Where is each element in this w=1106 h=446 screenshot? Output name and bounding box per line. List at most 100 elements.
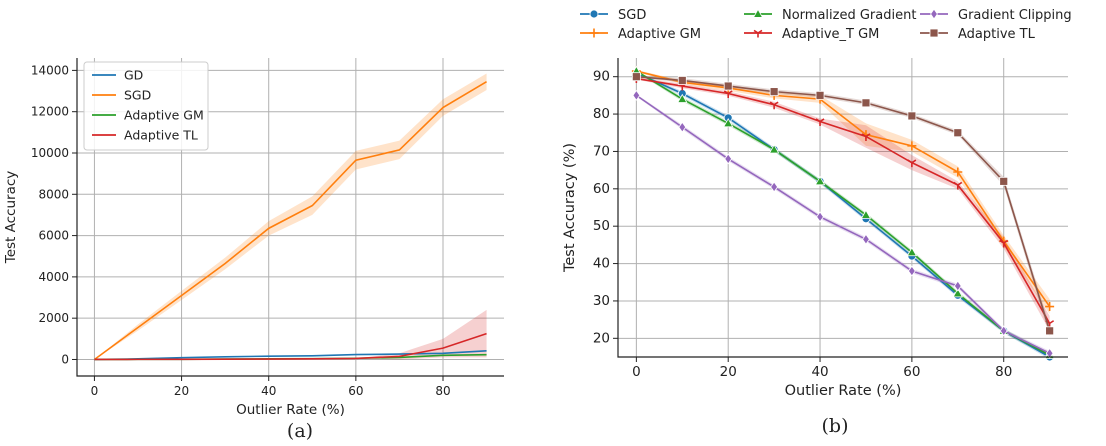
legend-box — [83, 61, 209, 151]
legend-label: SGD — [618, 8, 646, 23]
data-point — [953, 181, 963, 190]
data-point — [861, 133, 871, 141]
axis-spine — [617, 58, 1068, 358]
x-axis-label: Outlier Rate (%) — [785, 383, 902, 399]
data-point — [769, 101, 779, 110]
confidence-band — [636, 69, 1050, 315]
chart-panel-b: 0 20 40 60 80 20 30 40 50 60 70 80 90 Outlier Rate (%… — [562, 8, 1072, 437]
data-point — [952, 288, 963, 298]
data-point — [815, 118, 825, 127]
data-point — [770, 181, 779, 193]
data-point — [816, 211, 824, 223]
data-point — [632, 89, 641, 101]
legend-marker — [752, 8, 764, 18]
axis-spine — [76, 58, 504, 377]
data-point — [723, 81, 733, 91]
data-point — [723, 117, 734, 128]
y-axis-label: Test Accuracy — [3, 171, 19, 265]
y-tick-label: 80 — [593, 106, 610, 122]
chart-panel-a: 0 20 40 60 80 0 2000 4000 6000 8000 10000 12000 1400… — [3, 58, 504, 442]
data-point — [953, 280, 962, 292]
data-point — [999, 239, 1009, 248]
panel-caption: (b) — [822, 415, 849, 437]
y-tick-label: 40 — [593, 256, 610, 272]
x-tick-label: 20 — [174, 384, 189, 398]
legend-label: SGD — [124, 88, 151, 103]
x-tick-label: 40 — [811, 364, 828, 380]
data-point — [906, 246, 918, 257]
data-point — [677, 76, 687, 85]
series-line — [636, 70, 1051, 308]
legend-marker — [930, 8, 938, 20]
y-tick-label: 90 — [593, 69, 610, 85]
y-tick-label: 12000 — [31, 105, 69, 119]
data-point — [723, 90, 733, 99]
series-line — [636, 75, 1051, 332]
x-tick-label: 60 — [348, 384, 363, 398]
data-point — [724, 153, 733, 165]
y-tick-label: 10000 — [31, 146, 69, 160]
legend-marker — [589, 9, 599, 19]
legend-marker — [589, 28, 599, 38]
legend-label: Adaptive TL — [124, 128, 198, 143]
data-point — [953, 167, 963, 177]
data-point — [861, 98, 871, 108]
y-axis-label: Test Accuracy (%) — [562, 143, 578, 273]
legend-label: GD — [124, 68, 143, 83]
series-line — [93, 81, 487, 361]
y-tick-label: 6000 — [38, 229, 69, 243]
y-tick-label: 14000 — [31, 63, 69, 77]
data-point — [1045, 347, 1054, 359]
y-tick-label: 70 — [593, 143, 610, 159]
data-point — [768, 144, 780, 154]
panel-caption: (a) — [287, 420, 313, 442]
data-point — [677, 93, 688, 103]
x-tick-label: 40 — [261, 384, 276, 398]
series-line — [636, 77, 1051, 324]
series-line — [94, 332, 487, 361]
series-line — [635, 94, 1050, 354]
x-tick-label: 20 — [720, 364, 737, 380]
data-point — [1045, 326, 1055, 336]
data-point — [907, 141, 917, 151]
x-tick-label: 80 — [435, 384, 450, 398]
legend-label: Adaptive GM — [124, 108, 204, 123]
legend-marker — [753, 29, 763, 38]
data-point — [631, 72, 641, 82]
data-point — [1045, 302, 1055, 312]
x-tick-label: 0 — [632, 364, 641, 380]
data-point — [907, 265, 916, 277]
y-tick-label: 60 — [593, 181, 610, 197]
confidence-band — [636, 77, 1050, 331]
y-tick-label: 4000 — [38, 270, 69, 284]
x-tick-label: 0 — [91, 384, 99, 398]
series-line — [635, 70, 1051, 356]
data-point — [999, 325, 1008, 337]
legend-label: Adaptive TL — [958, 27, 1036, 42]
x-tick-label: 60 — [903, 364, 920, 380]
legend-label: Gradient Clipping — [958, 8, 1072, 23]
data-point — [769, 87, 779, 97]
series-line — [94, 350, 487, 361]
x-axis-label: Outlier Rate (%) — [236, 402, 345, 418]
legend-label: Normalized Gradient — [782, 8, 916, 23]
legend-label: Adaptive GM — [618, 27, 701, 42]
data-point — [678, 121, 687, 133]
x-tick-label: 80 — [995, 364, 1012, 380]
y-tick-label: 20 — [593, 330, 610, 346]
y-tick-label: 50 — [593, 218, 610, 234]
data-point — [862, 233, 870, 245]
legend-label: Adaptive_T GM — [782, 27, 879, 42]
data-point — [814, 175, 826, 186]
data-point — [860, 209, 872, 219]
y-tick-label: 30 — [593, 293, 610, 309]
y-tick-label: 2000 — [38, 311, 69, 325]
data-point — [907, 159, 917, 168]
y-tick-label: 8000 — [38, 187, 69, 201]
y-tick-label: 0 — [61, 352, 69, 366]
legend-marker — [929, 28, 939, 38]
data-point — [907, 111, 917, 121]
data-point — [953, 128, 963, 138]
data-point — [815, 90, 825, 100]
